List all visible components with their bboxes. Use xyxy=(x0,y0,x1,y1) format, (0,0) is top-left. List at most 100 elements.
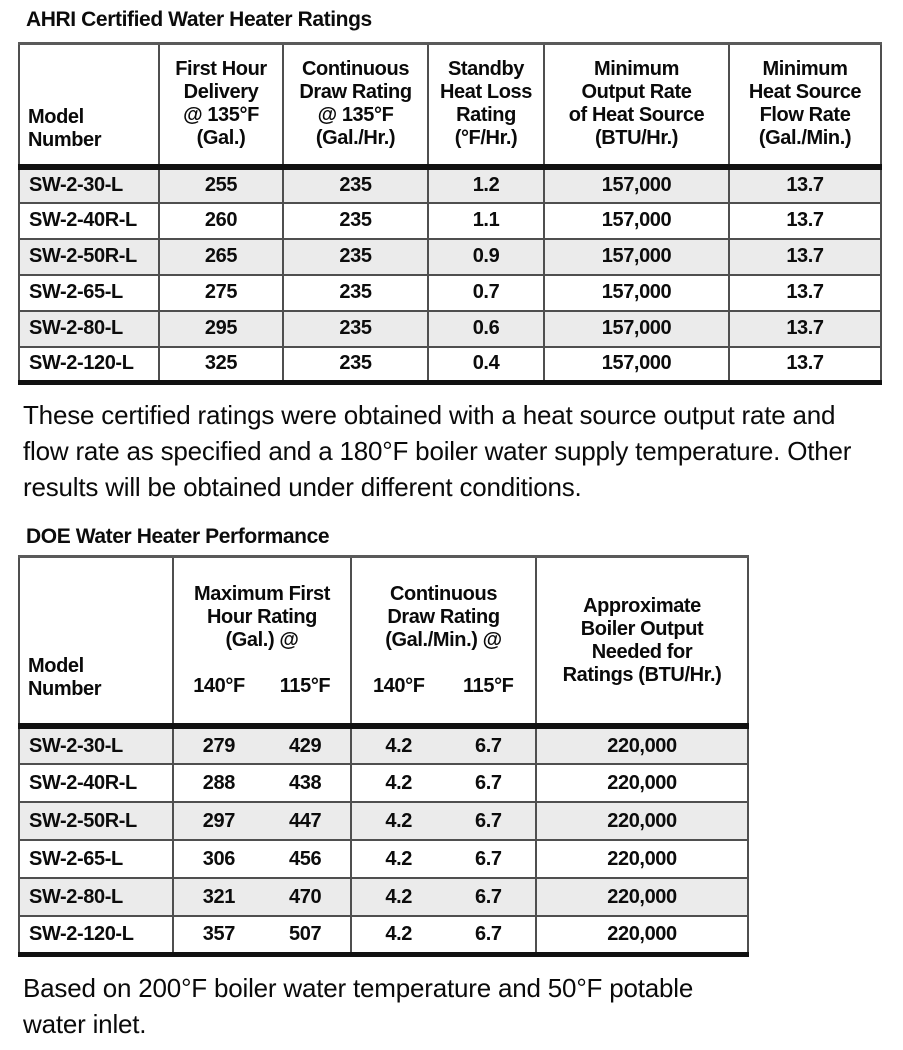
value-140f: 357 xyxy=(202,922,236,945)
continuous-draw-cell: 4.2 6.7 xyxy=(350,725,537,765)
first-hour-delivery-cell: 260 xyxy=(158,201,284,240)
column-header-first-hour-delivery: First Hour Delivery @ 135°F (Gal.) xyxy=(158,43,283,170)
model-number-cell: SW-2-65-L xyxy=(18,839,174,879)
continuous-draw-cell: 235 xyxy=(282,201,429,240)
value-115f: 6.7 xyxy=(475,847,502,870)
value-115f: 6.7 xyxy=(475,771,502,794)
boiler-output-cell: 220,000 xyxy=(535,839,749,879)
column-header-max-first-hour-rating: Maximum First Hour Rating (Gal.) @ 140°F… xyxy=(172,556,351,729)
continuous-draw-cell: 4.2 6.7 xyxy=(350,763,537,803)
model-number-cell: SW-2-40R-L xyxy=(18,763,174,803)
standby-heat-loss-cell: 0.9 xyxy=(427,237,545,276)
continuous-draw-cell: 4.2 6.7 xyxy=(350,915,537,955)
boiler-output-cell: 220,000 xyxy=(535,725,749,765)
value-115f: 438 xyxy=(289,771,322,794)
value-140f: 4.2 xyxy=(385,734,412,757)
continuous-draw-cell: 4.2 6.7 xyxy=(350,839,537,879)
max-first-hour-cell: 357 507 xyxy=(172,915,352,955)
model-number-cell: SW-2-50R-L xyxy=(18,801,174,841)
subheader-140f: 140°F xyxy=(372,675,425,697)
min-output-rate-cell: 157,000 xyxy=(543,309,730,348)
table-row: SW-2-30-L 279 429 4.2 6.7 220,000 xyxy=(18,725,749,765)
min-output-rate-cell: 157,000 xyxy=(543,201,730,240)
min-output-rate-cell: 157,000 xyxy=(543,345,730,384)
model-number-cell: SW-2-80-L xyxy=(18,309,160,348)
value-140f: 4.2 xyxy=(385,809,412,832)
value-140f: 4.2 xyxy=(385,922,412,945)
continuous-draw-cell: 235 xyxy=(282,273,429,312)
continuous-draw-cell: 4.2 6.7 xyxy=(350,877,537,917)
table-row: SW-2-40R-L 288 438 4.2 6.7 220,000 xyxy=(18,763,749,803)
subheader-140f: 140°F xyxy=(193,675,245,697)
table-row: SW-2-40R-L 260 235 1.1 157,000 13.7 xyxy=(18,201,882,240)
value-115f: 507 xyxy=(289,922,322,945)
standby-heat-loss-cell: 1.2 xyxy=(427,165,545,204)
model-number-cell: SW-2-65-L xyxy=(18,273,160,312)
first-hour-delivery-cell: 295 xyxy=(158,309,284,348)
column-header-standby-heat-loss: Standby Heat Loss Rating (°F/Hr.) xyxy=(427,43,544,170)
first-hour-delivery-cell: 265 xyxy=(158,237,284,276)
doe-table-header: Model Number Maximum First Hour Rating (… xyxy=(18,556,748,729)
continuous-draw-cell: 235 xyxy=(282,345,429,384)
ahri-ratings-note: These certified ratings were obtained wi… xyxy=(23,400,852,502)
value-140f: 288 xyxy=(202,771,236,794)
subheader-115f: 115°F xyxy=(463,675,514,697)
doe-performance-note: Based on 200°F boiler water temperature … xyxy=(23,972,694,1039)
standby-heat-loss-cell: 0.4 xyxy=(427,345,545,384)
boiler-output-cell: 220,000 xyxy=(535,877,749,917)
min-flow-rate-cell: 13.7 xyxy=(728,309,882,348)
model-number-cell: SW-2-120-L xyxy=(18,345,160,384)
column-header-model-number: Model Number xyxy=(18,556,173,729)
column-header-model-number: Model Number xyxy=(18,43,159,170)
table-row: SW-2-80-L 295 235 0.6 157,000 13.7 xyxy=(18,309,882,348)
value-115f: 470 xyxy=(289,885,322,908)
max-first-hour-cell: 321 470 xyxy=(172,877,352,917)
column-header-min-output-rate: Minimum Output Rate of Heat Source (BTU/… xyxy=(543,43,729,170)
max-first-hour-label: Maximum First Hour Rating (Gal.) @ xyxy=(194,583,330,651)
min-flow-rate-cell: 13.7 xyxy=(728,345,882,384)
continuous-draw-label: Continuous Draw Rating (Gal./Min.) @ xyxy=(385,583,502,651)
standby-heat-loss-cell: 0.6 xyxy=(427,309,545,348)
value-115f: 429 xyxy=(289,734,322,757)
min-flow-rate-cell: 13.7 xyxy=(728,237,882,276)
value-115f: 6.7 xyxy=(475,809,502,832)
subheader-115f: 115°F xyxy=(279,675,331,697)
table-row: SW-2-120-L 357 507 4.2 6.7 220,000 xyxy=(18,915,749,955)
table-row: SW-2-65-L 275 235 0.7 157,000 13.7 xyxy=(18,273,882,312)
max-first-hour-cell: 279 429 xyxy=(172,725,352,765)
ahri-table-header: Model Number First Hour Delivery @ 135°F… xyxy=(18,43,881,170)
table-row: SW-2-120-L 325 235 0.4 157,000 13.7 xyxy=(18,345,882,384)
temperature-subheader: 140°F 115°F xyxy=(176,675,348,698)
model-number-cell: SW-2-80-L xyxy=(18,877,174,917)
value-140f: 4.2 xyxy=(385,771,412,794)
first-hour-delivery-cell: 275 xyxy=(158,273,284,312)
min-output-rate-cell: 157,000 xyxy=(543,273,730,312)
max-first-hour-cell: 288 438 xyxy=(172,763,352,803)
ahri-table-title: AHRI Certified Water Heater Ratings xyxy=(26,8,372,31)
first-hour-delivery-cell: 325 xyxy=(158,345,284,384)
value-140f: 306 xyxy=(202,847,236,870)
table-row: SW-2-80-L 321 470 4.2 6.7 220,000 xyxy=(18,877,749,917)
doe-performance-table: Model Number Maximum First Hour Rating (… xyxy=(18,555,749,957)
continuous-draw-cell: 235 xyxy=(282,309,429,348)
min-flow-rate-cell: 13.7 xyxy=(728,273,882,312)
boiler-output-cell: 220,000 xyxy=(535,801,749,841)
ahri-ratings-table: Model Number First Hour Delivery @ 135°F… xyxy=(18,42,882,385)
first-hour-delivery-cell: 255 xyxy=(158,165,284,204)
column-header-min-flow-rate: Minimum Heat Source Flow Rate (Gal./Min.… xyxy=(728,43,881,170)
min-flow-rate-cell: 13.7 xyxy=(728,165,882,204)
table-row: SW-2-50R-L 297 447 4.2 6.7 220,000 xyxy=(18,801,749,841)
value-140f: 4.2 xyxy=(385,847,412,870)
model-number-cell: SW-2-30-L xyxy=(18,725,174,765)
model-number-cell: SW-2-30-L xyxy=(18,165,160,204)
table-row: SW-2-30-L 255 235 1.2 157,000 13.7 xyxy=(18,165,882,204)
doe-table-title: DOE Water Heater Performance xyxy=(26,525,330,548)
column-header-continuous-draw-rating: Continuous Draw Rating @ 135°F (Gal./Hr.… xyxy=(282,43,428,170)
max-first-hour-cell: 297 447 xyxy=(172,801,352,841)
boiler-output-cell: 220,000 xyxy=(535,915,749,955)
value-115f: 447 xyxy=(289,809,322,832)
min-flow-rate-cell: 13.7 xyxy=(728,201,882,240)
value-115f: 6.7 xyxy=(475,922,502,945)
standby-heat-loss-cell: 0.7 xyxy=(427,273,545,312)
